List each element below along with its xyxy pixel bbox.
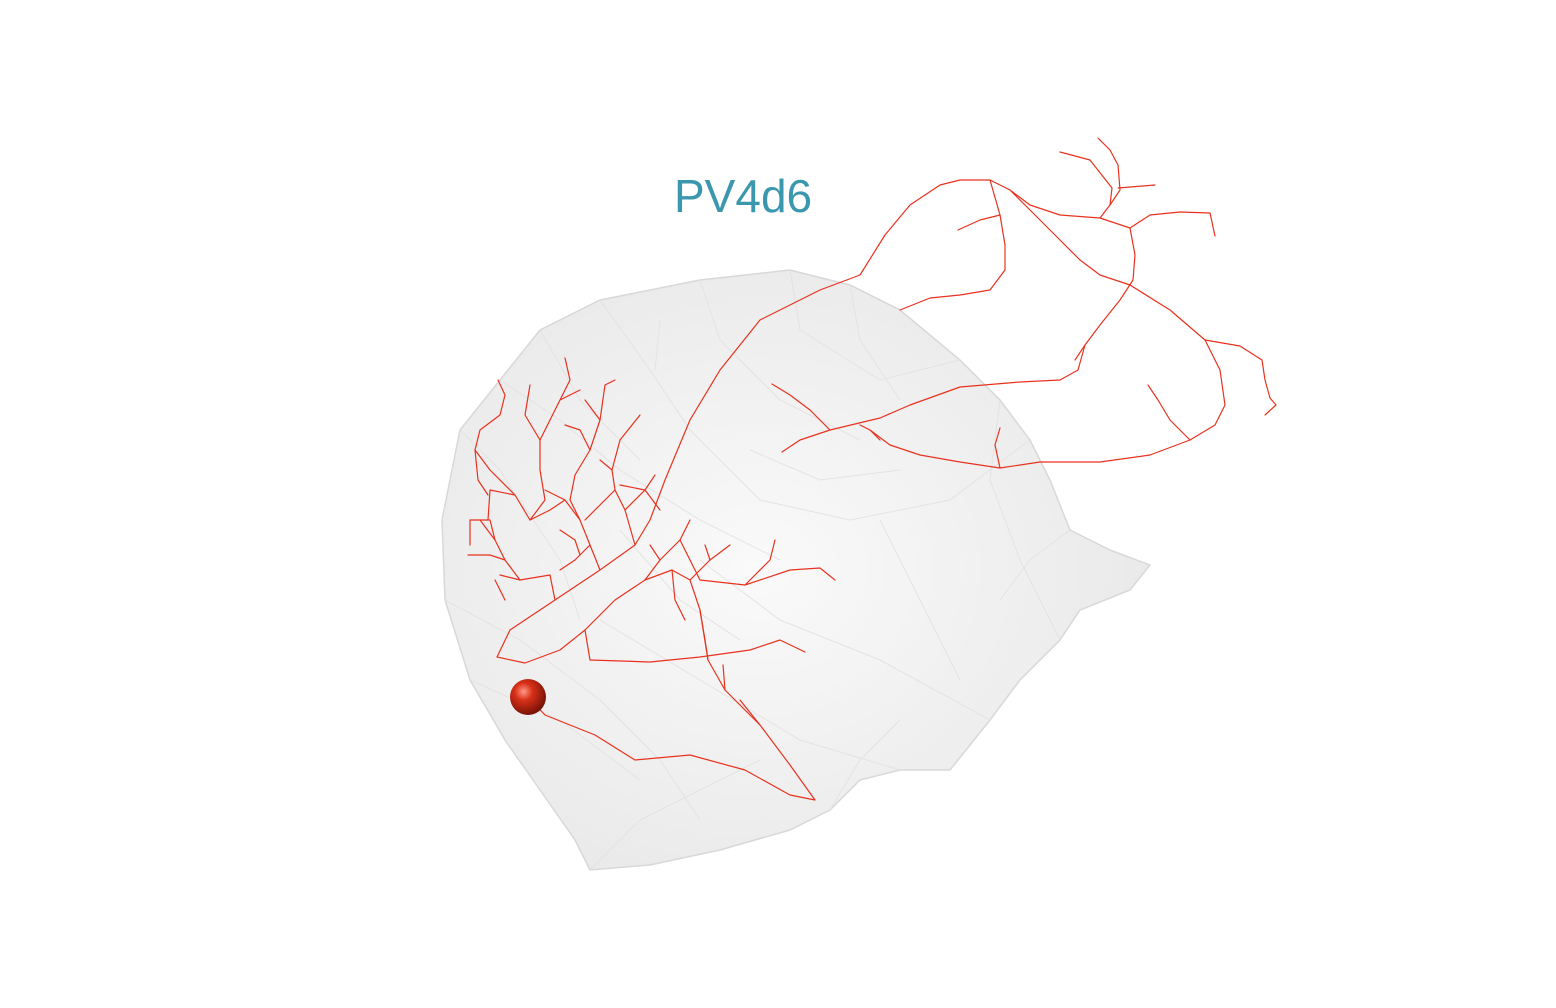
neuron-skeleton xyxy=(467,137,1277,801)
soma-sphere[interactable] xyxy=(510,679,546,715)
axon-main xyxy=(496,179,1226,801)
neuron-name-label: PV4d6 xyxy=(674,170,813,222)
